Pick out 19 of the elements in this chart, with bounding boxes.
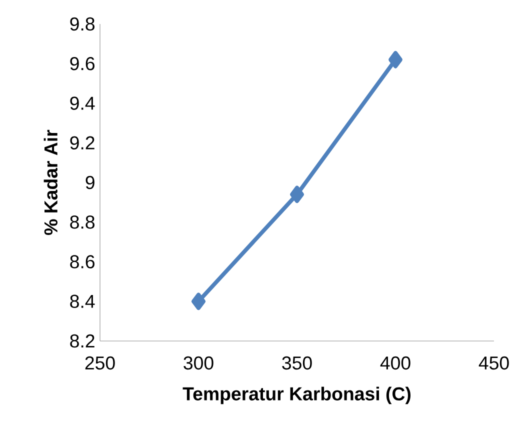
- y-tick-label: 9.8: [70, 17, 94, 31]
- y-tick-label: 9.6: [70, 57, 94, 70]
- x-tick-label: 300: [184, 356, 214, 370]
- y-tick-label: 8.8: [70, 216, 94, 229]
- x-tick-label: 400: [380, 356, 410, 370]
- point: [388, 51, 402, 68]
- point: [290, 186, 304, 204]
- y-tick-label: 9.4: [70, 96, 95, 110]
- x-tick-label: 450: [478, 356, 509, 370]
- y-tick-label: 9.2: [70, 136, 94, 150]
- x-tick-label: 350: [282, 356, 312, 370]
- x-tick-label: 250: [85, 356, 115, 370]
- y-tick-label: 8.4: [70, 294, 95, 308]
- y-tick-label: 8.6: [70, 255, 94, 268]
- y-axis-title: % Kadar Air: [44, 130, 58, 235]
- point: [192, 292, 206, 310]
- x-axis-title: Temperatur Karbonasi (C): [182, 386, 410, 404]
- y-tick-label: 9: [86, 176, 94, 190]
- y-tick-label: 8.2: [70, 334, 94, 348]
